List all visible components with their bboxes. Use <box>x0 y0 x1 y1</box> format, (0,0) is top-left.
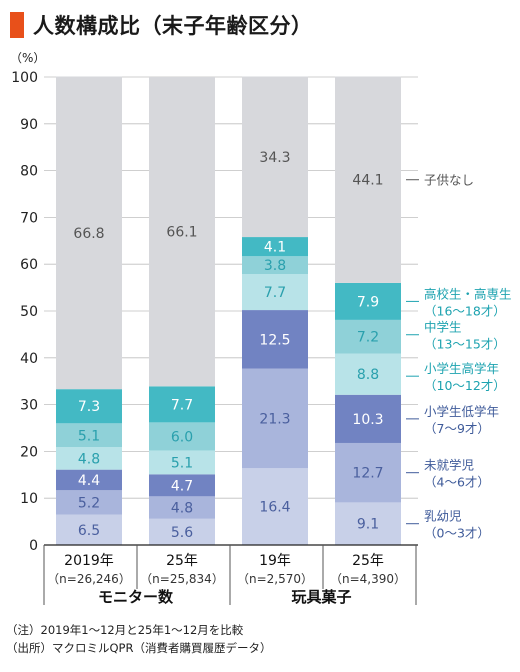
data-label-0-0: 6.5 <box>78 523 100 539</box>
legend-name-0: 乳幼児 <box>424 509 462 524</box>
bar-segment-3-1 <box>335 442 401 503</box>
bar-segment-2-4 <box>242 256 308 275</box>
y-tick-label-30: 30 <box>20 398 38 414</box>
legend-range-3: （10〜12才） <box>424 378 506 393</box>
bar-segment-0-1 <box>56 490 122 515</box>
y-tick-label-50: 50 <box>20 304 38 320</box>
bar-segment-0-2 <box>56 469 122 491</box>
data-label-0-5: 7.3 <box>78 399 100 415</box>
data-label-1-6: 66.1 <box>166 225 197 241</box>
title-text: 人数構成比（末子年齢区分） <box>33 14 313 38</box>
data-label-0-4: 5.1 <box>78 428 100 444</box>
bar-segment-2-6 <box>242 76 308 238</box>
data-label-1-4: 6.0 <box>171 429 193 445</box>
data-label-3-6: 44.1 <box>352 173 383 189</box>
data-label-3-3: 8.8 <box>357 367 379 383</box>
data-label-3-1: 12.7 <box>352 466 383 482</box>
bar-segment-1-0 <box>149 518 215 545</box>
data-label-2-2: 12.5 <box>259 332 290 348</box>
legend-name-3: 小学生高学年 <box>424 361 499 376</box>
data-label-2-5: 4.1 <box>264 240 286 256</box>
data-label-2-6: 34.3 <box>259 150 290 166</box>
y-tick-label-100: 100 <box>11 70 38 86</box>
y-tick-label-40: 40 <box>20 351 38 367</box>
group-label-0: モニター数 <box>98 588 174 606</box>
bar-segment-3-6 <box>335 76 401 283</box>
data-label-3-5: 7.9 <box>357 294 379 310</box>
bar-segment-2-3 <box>242 274 308 311</box>
chart-title: 人数構成比（末子年齢区分） <box>10 8 313 42</box>
bar-segment-1-1 <box>149 496 215 519</box>
y-tick-label-90: 90 <box>20 117 38 133</box>
y-unit-label: （%） <box>10 51 45 65</box>
category-year-3: 25年 <box>352 553 384 569</box>
bar-segment-1-4 <box>149 422 215 451</box>
bar-segment-2-1 <box>242 368 308 469</box>
category-n-1: （n=25,834） <box>140 572 224 586</box>
data-label-1-1: 4.8 <box>171 501 193 517</box>
data-label-3-4: 7.2 <box>357 330 379 346</box>
data-label-1-5: 7.7 <box>171 397 193 413</box>
bar-segment-0-5 <box>56 389 122 424</box>
y-tick-label-70: 70 <box>20 210 38 226</box>
bar-segment-3-0 <box>335 502 401 545</box>
category-year-1: 25年 <box>166 553 198 569</box>
data-label-0-2: 4.4 <box>78 473 100 489</box>
bar-segment-1-2 <box>149 474 215 497</box>
data-label-2-3: 7.7 <box>264 285 286 301</box>
category-n-0: （n=26,246） <box>47 572 131 586</box>
bar-segment-3-4 <box>335 319 401 354</box>
bar-segment-1-6 <box>149 77 215 387</box>
legend-range-1: （4〜6才） <box>424 475 490 490</box>
bar-segment-0-6 <box>56 76 122 390</box>
data-label-1-0: 5.6 <box>171 525 193 541</box>
y-tick-label-0: 0 <box>29 538 38 554</box>
group-label-1: 玩具菓子 <box>291 588 351 606</box>
category-n-2: （n=2,570） <box>237 572 313 586</box>
category-year-0: 2019年 <box>64 553 114 569</box>
legend-range-4: （13〜15才） <box>424 337 506 352</box>
legend-name-4: 中学生 <box>424 320 462 335</box>
bar-segment-1-3 <box>149 450 215 475</box>
data-label-2-0: 16.4 <box>259 500 290 516</box>
bar-segment-3-2 <box>335 394 401 443</box>
y-tick-label-10: 10 <box>20 491 38 507</box>
footnote-comparison: （注）2019年1〜12月と25年1〜12月を比較 <box>6 623 244 637</box>
data-label-2-4: 3.8 <box>264 258 286 274</box>
data-label-3-0: 9.1 <box>357 517 379 533</box>
data-label-0-1: 5.2 <box>78 495 100 511</box>
legend-name-5: 高校生・高専生 <box>424 286 512 301</box>
footnote-source: （出所）マクロミルQPR（消費者購買履歴データ） <box>6 641 272 655</box>
category-n-3: （n=4,390） <box>330 572 406 586</box>
y-tick-label-80: 80 <box>20 164 38 180</box>
data-label-2-1: 21.3 <box>259 411 290 427</box>
data-label-1-2: 4.7 <box>171 478 193 494</box>
bar-segment-2-2 <box>242 310 308 369</box>
bar-segment-0-0 <box>56 514 122 545</box>
data-label-0-3: 4.8 <box>78 451 100 467</box>
bar-segment-0-3 <box>56 447 122 470</box>
category-year-2: 19年 <box>259 553 291 569</box>
data-label-1-3: 5.1 <box>171 455 193 471</box>
legend-range-2: （7〜9才） <box>424 421 490 436</box>
legend-range-0: （0〜3才） <box>424 526 490 541</box>
legend-name-2: 小学生低学年 <box>424 404 499 419</box>
title-marker <box>10 12 24 38</box>
bar-segment-1-5 <box>149 386 215 423</box>
bar-segment-2-5 <box>242 237 308 257</box>
bar-segment-0-4 <box>56 423 122 448</box>
legend-range-5: （16〜18才） <box>424 303 506 318</box>
y-tick-label-60: 60 <box>20 257 38 273</box>
legend-name-1: 未就学児 <box>424 458 474 473</box>
bar-segment-2-0 <box>242 468 308 545</box>
bar-segment-3-3 <box>335 353 401 395</box>
bar-segment-3-5 <box>335 282 401 320</box>
data-label-3-2: 10.3 <box>352 412 383 428</box>
y-tick-label-20: 20 <box>20 444 38 460</box>
data-label-0-6: 66.8 <box>73 226 104 242</box>
legend-name-6: 子供なし <box>424 173 474 188</box>
